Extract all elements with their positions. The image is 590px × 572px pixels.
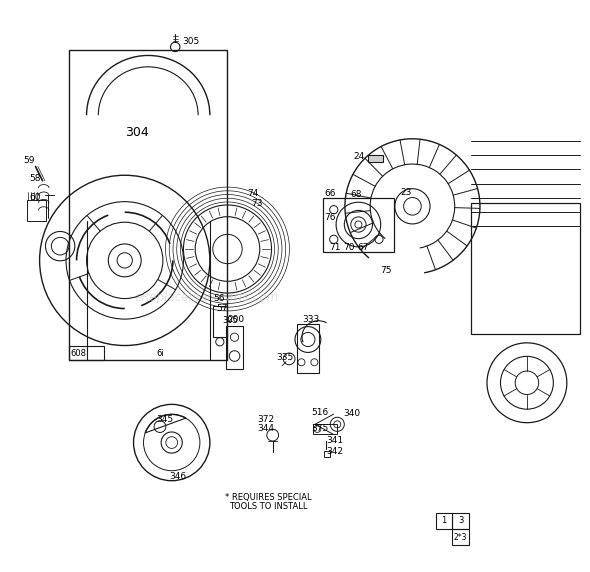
Text: 76: 76	[324, 213, 336, 222]
Text: 6i: 6i	[156, 349, 164, 358]
Text: 516: 516	[312, 408, 329, 417]
Text: 608: 608	[71, 349, 87, 358]
Text: 333: 333	[303, 315, 320, 324]
Text: 24: 24	[354, 152, 365, 161]
Bar	[227, 326, 242, 368]
Text: 2*3: 2*3	[454, 533, 467, 542]
Text: 341: 341	[326, 436, 343, 446]
Text: 1: 1	[441, 517, 447, 525]
Text: 58: 58	[30, 174, 41, 184]
Text: 305: 305	[223, 316, 239, 325]
Text: 372: 372	[257, 415, 274, 424]
Text: 56: 56	[213, 294, 224, 303]
Text: 345: 345	[156, 415, 173, 424]
Bar	[471, 204, 580, 335]
Text: 68: 68	[351, 190, 362, 200]
Bar	[213, 306, 228, 337]
Bar	[313, 424, 337, 434]
Text: 304: 304	[124, 126, 148, 139]
Bar	[453, 513, 469, 529]
Circle shape	[117, 253, 132, 268]
Text: 344: 344	[257, 424, 274, 434]
Text: eReplacementParts.com: eReplacementParts.com	[135, 291, 279, 304]
Text: 66: 66	[324, 189, 336, 198]
Bar	[69, 50, 228, 360]
Text: 335: 335	[276, 353, 293, 362]
Text: 67: 67	[357, 243, 369, 252]
Text: 23: 23	[401, 188, 412, 197]
Text: 200: 200	[228, 315, 245, 324]
Text: 305: 305	[182, 37, 199, 46]
Bar	[324, 451, 330, 457]
Bar	[368, 155, 383, 162]
Text: 73: 73	[251, 199, 263, 208]
Text: 342: 342	[326, 447, 343, 455]
Text: 70: 70	[343, 243, 355, 252]
Text: 74: 74	[247, 189, 258, 198]
Text: 340: 340	[344, 409, 361, 418]
Bar	[436, 513, 453, 529]
Bar	[453, 529, 469, 546]
Bar	[69, 345, 104, 360]
Text: 60: 60	[30, 193, 41, 202]
Text: 75: 75	[380, 266, 392, 275]
Text: * REQUIRES SPECIAL: * REQUIRES SPECIAL	[225, 493, 312, 502]
Text: 3: 3	[458, 517, 463, 525]
Bar	[323, 198, 394, 252]
Text: 57: 57	[217, 304, 228, 313]
Text: TOOLS TO INSTALL: TOOLS TO INSTALL	[230, 502, 308, 511]
Bar	[27, 200, 46, 221]
Bar	[297, 324, 319, 372]
Text: 59: 59	[24, 156, 35, 165]
Text: 71: 71	[329, 243, 340, 252]
Text: 375: 375	[312, 424, 329, 433]
Text: 346: 346	[169, 472, 186, 481]
